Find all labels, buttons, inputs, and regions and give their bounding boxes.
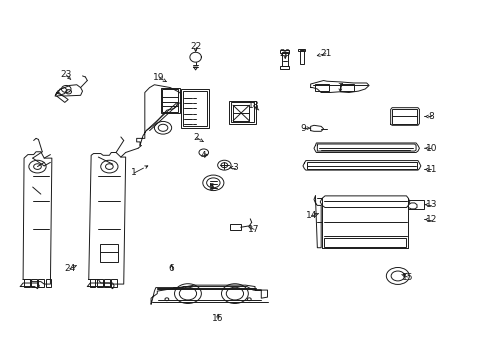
Text: 3: 3 bbox=[232, 163, 237, 172]
Text: 12: 12 bbox=[425, 215, 436, 224]
Text: 20: 20 bbox=[279, 49, 290, 58]
Bar bbox=[299, 50, 304, 64]
Bar bbox=[100, 244, 118, 262]
Text: 5: 5 bbox=[208, 183, 213, 192]
Bar bbox=[281, 52, 287, 66]
Bar bbox=[315, 84, 328, 91]
Text: 9: 9 bbox=[300, 123, 305, 132]
Bar bbox=[162, 89, 178, 112]
Text: 2: 2 bbox=[193, 133, 199, 142]
Bar bbox=[306, 162, 416, 170]
Bar bbox=[104, 279, 110, 287]
Bar bbox=[230, 224, 240, 230]
Text: 21: 21 bbox=[320, 49, 331, 58]
Text: 17: 17 bbox=[248, 225, 259, 234]
Text: 4: 4 bbox=[201, 151, 206, 160]
Text: 24: 24 bbox=[64, 264, 75, 273]
Bar bbox=[280, 50, 288, 53]
Bar bbox=[31, 279, 37, 287]
Text: 15: 15 bbox=[401, 273, 412, 282]
Bar bbox=[183, 91, 207, 126]
Text: 8: 8 bbox=[427, 112, 433, 121]
Text: 7: 7 bbox=[337, 83, 343, 92]
Text: 22: 22 bbox=[190, 42, 201, 51]
Bar bbox=[231, 102, 253, 122]
Bar bbox=[407, 200, 423, 209]
Bar bbox=[391, 109, 416, 123]
Bar bbox=[89, 279, 95, 287]
Bar bbox=[323, 238, 405, 247]
Bar bbox=[298, 49, 305, 51]
Bar bbox=[111, 279, 117, 287]
Bar bbox=[24, 279, 30, 287]
Text: 11: 11 bbox=[425, 165, 436, 174]
Bar bbox=[181, 89, 208, 128]
Bar bbox=[39, 279, 44, 287]
Text: 1: 1 bbox=[131, 168, 137, 177]
Bar bbox=[280, 66, 288, 69]
Text: 10: 10 bbox=[425, 144, 436, 153]
Bar bbox=[160, 87, 180, 113]
Text: 14: 14 bbox=[305, 211, 317, 220]
Bar bbox=[340, 84, 353, 91]
Bar bbox=[45, 279, 51, 287]
Text: 16: 16 bbox=[212, 314, 224, 323]
Bar bbox=[97, 279, 102, 287]
Text: 13: 13 bbox=[425, 200, 436, 209]
Bar bbox=[229, 100, 255, 123]
Text: 6: 6 bbox=[168, 264, 174, 273]
Text: 23: 23 bbox=[61, 70, 72, 79]
Text: 19: 19 bbox=[153, 73, 164, 82]
Text: 18: 18 bbox=[248, 102, 259, 111]
